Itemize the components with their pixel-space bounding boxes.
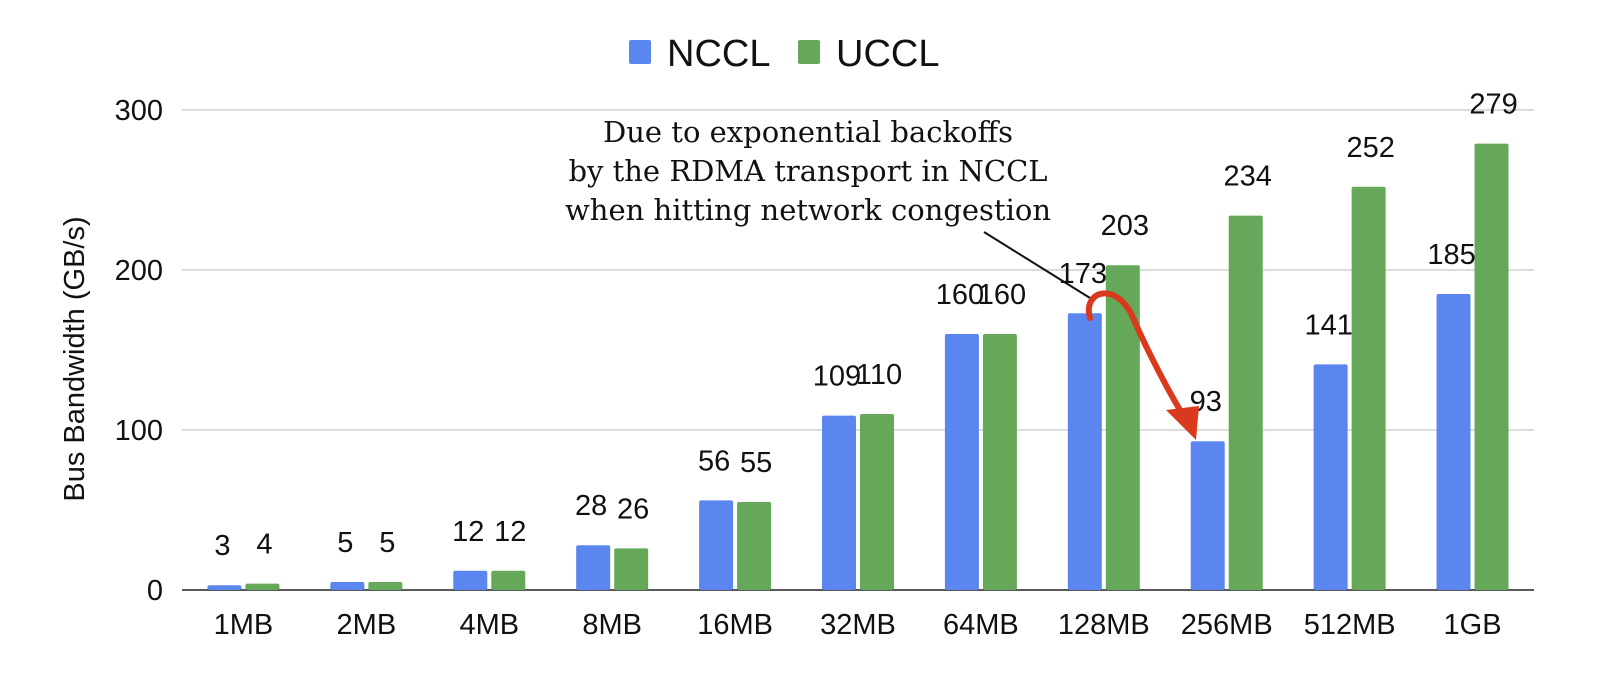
y-tick-label: 200 [115, 255, 163, 287]
x-tick-label: 32MB [820, 609, 896, 641]
legend-label-uccl: UCCL [836, 33, 939, 75]
annotation-text: Due to exponential backoffs [603, 115, 1013, 149]
bar-uccl-2mb [368, 582, 403, 590]
x-tick-label: 8MB [582, 609, 642, 641]
data-label-nccl-4mb: 12 [452, 516, 484, 548]
x-tick-label: 256MB [1181, 609, 1273, 641]
bar-uccl-512mb [1351, 186, 1386, 591]
data-label-uccl-256mb: 234 [1224, 161, 1272, 193]
data-label-nccl-512mb: 141 [1304, 309, 1352, 341]
bars [207, 143, 1509, 591]
data-label-nccl-64mb: 160 [936, 279, 984, 311]
bar-nccl-512mb [1313, 364, 1348, 590]
annotation-text: by the RDMA transport in NCCL [568, 154, 1047, 188]
data-label-uccl-4mb: 12 [494, 516, 526, 548]
data-label-uccl-1gb: 279 [1469, 89, 1517, 121]
bar-uccl-1gb [1474, 143, 1509, 590]
data-label-uccl-16mb: 55 [740, 447, 772, 479]
data-label-uccl-1mb: 4 [256, 529, 272, 561]
gridlines [182, 109, 1534, 591]
bar-nccl-2mb [330, 582, 365, 590]
bar-uccl-8mb [614, 548, 649, 590]
data-label-uccl-32mb: 110 [856, 359, 902, 391]
bar-nccl-1gb [1436, 294, 1471, 590]
data-label-nccl-1mb: 3 [214, 530, 230, 562]
data-label-nccl-128mb: 173 [1059, 258, 1107, 290]
legend-swatch-nccl [629, 40, 651, 64]
data-label-nccl-32mb: 109 [813, 361, 861, 393]
bar-nccl-128mb [1067, 313, 1102, 590]
x-tick-label: 512MB [1304, 609, 1396, 641]
annotation-text: when hitting network congestion [565, 193, 1051, 227]
y-tick-label: 0 [147, 575, 163, 607]
bar-uccl-64mb [982, 334, 1017, 590]
bar-uccl-16mb [737, 502, 772, 590]
legend: NCCL UCCL [629, 33, 939, 75]
x-tick-label: 128MB [1058, 609, 1150, 641]
bar-nccl-8mb [576, 545, 611, 590]
bar-uccl-128mb [1105, 265, 1140, 590]
data-label-uccl-2mb: 5 [379, 527, 395, 559]
annotation-leader-line [983, 231, 1091, 299]
bar-nccl-256mb [1190, 441, 1225, 590]
bar-uccl-4mb [491, 570, 526, 590]
annotation-arrow [1085, 290, 1183, 413]
x-tick-label: 2MB [337, 609, 397, 641]
x-tick-label: 16MB [697, 609, 773, 641]
x-tick-label: 1GB [1444, 609, 1502, 641]
annotation-arrowhead [1166, 406, 1199, 440]
y-axis-title: Bus Bandwidth (GB/s) [59, 216, 91, 501]
bar-nccl-32mb [822, 415, 856, 590]
bar-nccl-64mb [944, 334, 979, 590]
y-axis-ticks: 0 100 200 300 [115, 95, 163, 607]
bar-nccl-16mb [699, 500, 734, 590]
annotation: Due to exponential backoffs by the RDMA t… [565, 115, 1199, 440]
x-tick-label: 64MB [943, 609, 1019, 641]
data-label-nccl-2mb: 5 [337, 527, 353, 559]
data-label-uccl-64mb: 160 [978, 279, 1026, 311]
data-label-uccl-128mb: 203 [1101, 210, 1149, 242]
data-label-uccl-8mb: 26 [617, 493, 649, 525]
data-label-nccl-16mb: 56 [698, 445, 730, 477]
legend-swatch-uccl [798, 40, 820, 64]
legend-label-nccl: NCCL [667, 33, 770, 75]
data-label-nccl-1gb: 185 [1427, 239, 1475, 271]
data-label-nccl-8mb: 28 [575, 490, 607, 522]
y-tick-label: 100 [115, 415, 163, 447]
bar-uccl-1mb [245, 583, 280, 590]
bar-uccl-32mb [860, 414, 894, 590]
x-tick-label: 1MB [214, 609, 274, 641]
x-tick-label: 4MB [459, 609, 519, 641]
y-tick-label: 300 [115, 95, 163, 127]
x-axis-ticks: 1MB 2MB 4MB 8MB 16MB 32MB 64MB 128MB 256MB 512MB 1… [214, 609, 1502, 641]
bar-nccl-1mb [207, 585, 242, 590]
bar-nccl-4mb [453, 570, 488, 590]
data-label-uccl-512mb: 252 [1346, 132, 1394, 164]
bar-uccl-256mb [1228, 215, 1263, 590]
